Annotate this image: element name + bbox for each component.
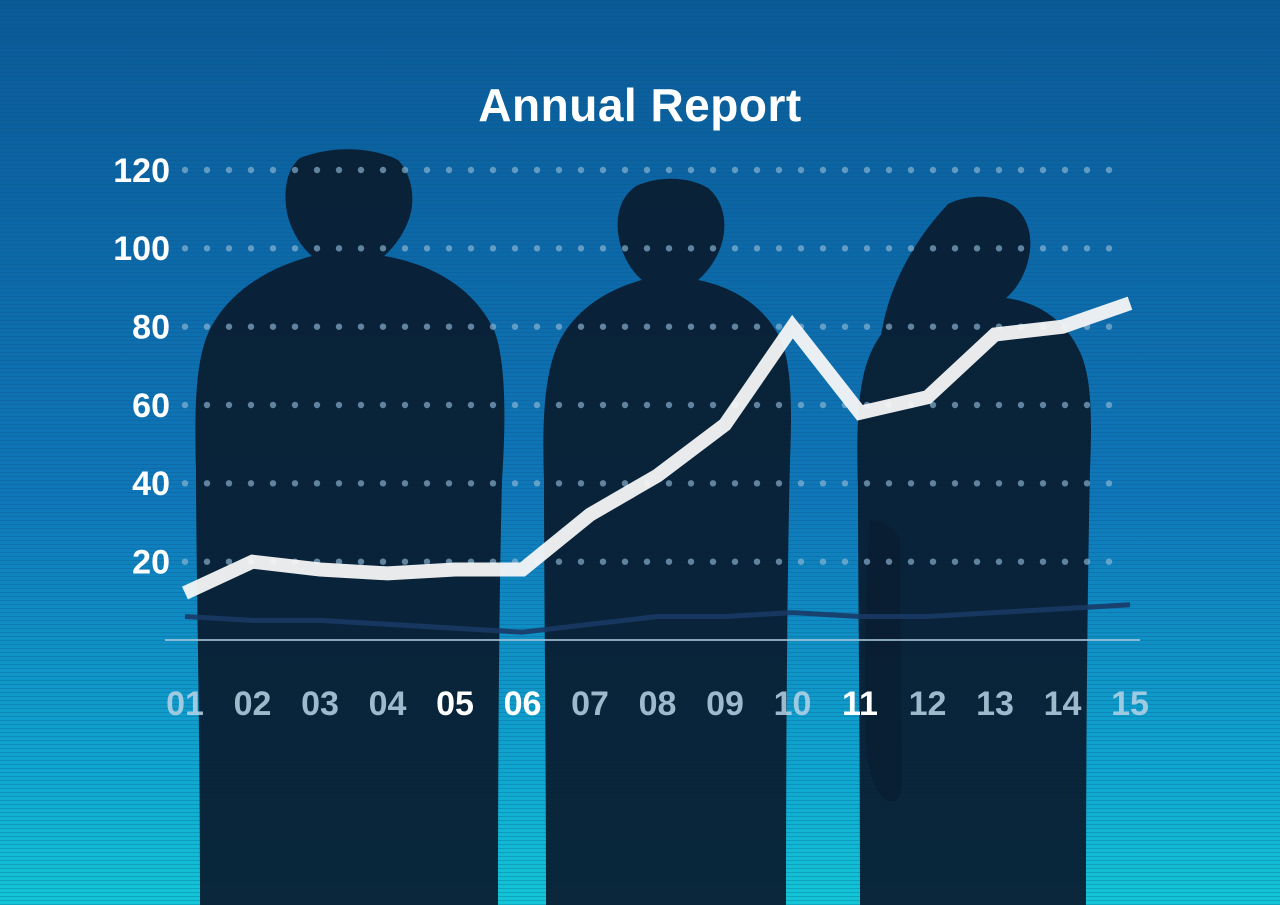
y-tick-label: 40 <box>132 465 170 503</box>
x-tick-label: 03 <box>301 685 339 723</box>
chart-title: Annual Report <box>0 78 1280 132</box>
x-tick-label: 08 <box>639 685 677 723</box>
y-tick-label: 20 <box>132 544 170 582</box>
x-axis-labels: 01 02 03 04 05 06 07 08 09 10 11 12 13 14 15 <box>166 685 1149 723</box>
y-tick-label: 100 <box>113 230 170 268</box>
chart-stage: 20 40 60 80 100 120 01 02 03 04 05 06 07 08 09 10 11 12 13… <box>0 0 1280 905</box>
x-tick-label: 02 <box>234 685 272 723</box>
x-tick-label: 11 <box>842 685 878 723</box>
x-tick-label: 12 <box>909 685 947 723</box>
x-tick-label: 10 <box>774 685 812 723</box>
x-tick-label: 15 <box>1111 685 1149 723</box>
y-tick-label: 80 <box>132 309 170 347</box>
x-tick-label: 01 <box>166 685 204 723</box>
x-tick-label: 04 <box>369 685 407 723</box>
x-tick-label: 06 <box>504 685 542 723</box>
x-tick-label: 09 <box>706 685 744 723</box>
x-tick-label: 05 <box>436 685 474 723</box>
y-tick-label: 60 <box>132 387 170 425</box>
chart-svg: 20 40 60 80 100 120 01 02 03 04 05 06 07 08 09 10 11 12 13… <box>0 0 1280 905</box>
silhouettes <box>195 149 1091 905</box>
y-tick-label: 120 <box>113 152 170 190</box>
x-tick-label: 14 <box>1044 685 1082 723</box>
x-tick-label: 07 <box>571 685 609 723</box>
x-tick-label: 13 <box>976 685 1014 723</box>
silhouette-person-3-arm <box>865 520 902 802</box>
